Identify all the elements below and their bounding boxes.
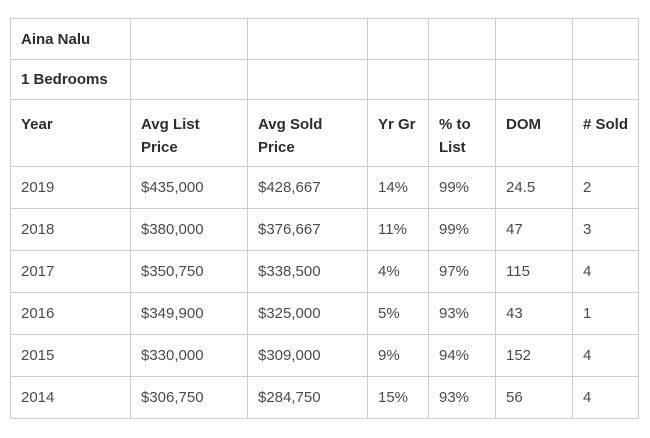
table-cell: 2017 <box>10 250 131 293</box>
empty-cell <box>572 59 639 100</box>
table-cell: $338,500 <box>247 250 368 293</box>
column-header-avg-list-price: Avg List Price <box>130 99 248 167</box>
table-header-row: Year Avg List Price Avg Sold Price Yr Gr… <box>10 99 639 167</box>
table-cell: $349,900 <box>130 292 248 335</box>
table-cell: 2015 <box>10 334 131 377</box>
table-row: 2017 $350,750 $338,500 4% 97% 115 4 <box>10 250 639 293</box>
sales-stats-table-container: Aina Nalu 1 Bedrooms Year Avg List Price <box>10 18 639 419</box>
empty-cell <box>130 18 248 60</box>
table-cell: $325,000 <box>247 292 368 335</box>
table-cell: $350,750 <box>130 250 248 293</box>
column-header-avg-sold-price: Avg Sold Price <box>247 99 368 167</box>
table-cell: 99% <box>428 208 496 251</box>
column-header-pct-to-list: % to List <box>428 99 496 167</box>
table-cell: 5% <box>367 292 429 335</box>
table-cell: 93% <box>428 376 496 419</box>
table-row: 2014 $306,750 $284,750 15% 93% 56 4 <box>10 376 639 419</box>
table-cell: $428,667 <box>247 166 368 209</box>
table-title: Aina Nalu <box>10 18 131 60</box>
table-cell: 99% <box>428 166 496 209</box>
table-cell: $309,000 <box>247 334 368 377</box>
table-cell: $376,667 <box>247 208 368 251</box>
table-cell: 2 <box>572 166 639 209</box>
table-cell: 3 <box>572 208 639 251</box>
table-cell: 4 <box>572 250 639 293</box>
table-cell: 24.5 <box>495 166 573 209</box>
table-cell: $306,750 <box>130 376 248 419</box>
table-cell: $380,000 <box>130 208 248 251</box>
column-header-dom: DOM <box>495 99 573 167</box>
table-body: 2019 $435,000 $428,667 14% 99% 24.5 2 2018 $380,… <box>10 166 639 419</box>
empty-cell <box>247 18 368 60</box>
empty-cell <box>572 18 639 60</box>
table-cell: $330,000 <box>130 334 248 377</box>
table-row: 2019 $435,000 $428,667 14% 99% 24.5 2 <box>10 166 639 209</box>
table-cell: $284,750 <box>247 376 368 419</box>
table-cell: 4 <box>572 334 639 377</box>
empty-cell <box>367 59 429 100</box>
table-cell: 9% <box>367 334 429 377</box>
table-cell: 47 <box>495 208 573 251</box>
empty-cell <box>495 59 573 100</box>
column-header-yr-gr: Yr Gr <box>367 99 429 167</box>
table-cell: 152 <box>495 334 573 377</box>
table-cell: 1 <box>572 292 639 335</box>
table-cell: 56 <box>495 376 573 419</box>
table-cell: 2014 <box>10 376 131 419</box>
table-cell: 4% <box>367 250 429 293</box>
table-cell: 115 <box>495 250 573 293</box>
table-row: 2015 $330,000 $309,000 9% 94% 152 4 <box>10 334 639 377</box>
empty-cell <box>367 18 429 60</box>
empty-cell <box>130 59 248 100</box>
empty-cell <box>428 59 496 100</box>
table-row: 2018 $380,000 $376,667 11% 99% 47 3 <box>10 208 639 251</box>
table-cell: 2016 <box>10 292 131 335</box>
table-cell: 15% <box>367 376 429 419</box>
empty-cell <box>495 18 573 60</box>
table-cell: 2018 <box>10 208 131 251</box>
sales-stats-table: Aina Nalu 1 Bedrooms Year Avg List Price <box>10 18 639 419</box>
empty-cell <box>247 59 368 100</box>
column-header-num-sold: # Sold <box>572 99 639 167</box>
table-row: 2016 $349,900 $325,000 5% 93% 43 1 <box>10 292 639 335</box>
table-cell: 97% <box>428 250 496 293</box>
table-cell: 14% <box>367 166 429 209</box>
table-cell: $435,000 <box>130 166 248 209</box>
table-cell: 11% <box>367 208 429 251</box>
table-subtitle-row: 1 Bedrooms <box>10 59 639 100</box>
table-subtitle: 1 Bedrooms <box>10 59 131 100</box>
table-cell: 93% <box>428 292 496 335</box>
column-header-year: Year <box>10 99 131 167</box>
table-cell: 94% <box>428 334 496 377</box>
table-title-row: Aina Nalu <box>10 18 639 60</box>
table-cell: 2019 <box>10 166 131 209</box>
empty-cell <box>428 18 496 60</box>
table-cell: 4 <box>572 376 639 419</box>
table-cell: 43 <box>495 292 573 335</box>
